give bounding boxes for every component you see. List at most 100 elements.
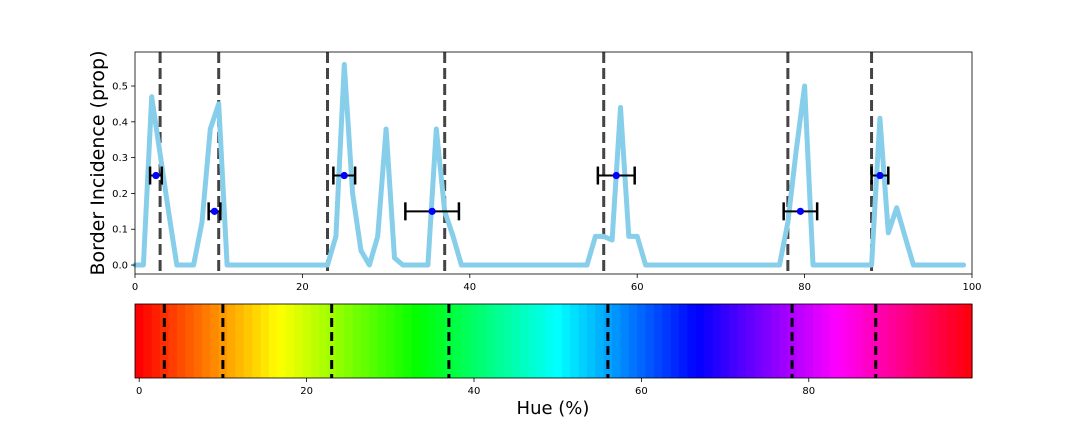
hue-cell-64 — [670, 304, 680, 378]
hue-cell-52 — [570, 304, 580, 378]
errorbar-marker-6 — [876, 171, 884, 180]
y-tick-label-3: 0.3 — [112, 153, 128, 164]
hue-cell-20 — [302, 304, 312, 378]
errorbar-2 — [332, 166, 357, 185]
errorbar-group — [148, 166, 890, 221]
y-tick-label-2: 0.2 — [112, 189, 128, 200]
hue-x-tick-label-3: 60 — [635, 386, 648, 397]
errorbar-0 — [148, 166, 164, 185]
hue-cell-12 — [235, 304, 245, 378]
hue-cell-85 — [846, 304, 856, 378]
hue-cell-13 — [243, 304, 253, 378]
hue-cell-86 — [854, 304, 864, 378]
hue-cell-0 — [135, 304, 144, 378]
top-x-tick-label-0: 0 — [132, 282, 138, 293]
hue-cell-66 — [687, 304, 697, 378]
hue-cell-38 — [453, 304, 463, 378]
hue-cell-53 — [578, 304, 588, 378]
hue-cell-81 — [812, 304, 822, 378]
hue-cell-14 — [252, 304, 262, 378]
hue-cell-22 — [319, 304, 329, 378]
hue-cell-4 — [168, 304, 178, 378]
hue-cell-28 — [369, 304, 379, 378]
y-tick-label-1: 0.1 — [112, 225, 128, 236]
hue-cell-11 — [227, 304, 237, 378]
hue-cell-6 — [185, 304, 195, 378]
hue-cell-40 — [469, 304, 479, 378]
incidence-line-0 — [132, 62, 967, 268]
hue-cell-62 — [653, 304, 663, 378]
hue-cell-94 — [921, 304, 931, 378]
hue-cell-97 — [946, 304, 956, 378]
hue-cell-33 — [411, 304, 421, 378]
errorbar-4 — [596, 166, 636, 185]
hue-cell-63 — [662, 304, 672, 378]
hue-cell-72 — [737, 304, 747, 378]
top-x-tick-label-1: 20 — [296, 282, 309, 293]
hue-cell-79 — [796, 304, 806, 378]
hue-cell-44 — [503, 304, 513, 378]
hue-cell-96 — [938, 304, 948, 378]
hue-cell-17 — [277, 304, 287, 378]
hue-cell-16 — [268, 304, 278, 378]
errorbar-marker-1 — [210, 207, 219, 215]
hue-colorbar-chart: 0 20 40 60 80 Hue (%) — [134, 303, 973, 419]
hue-cell-21 — [310, 304, 320, 378]
hue-cell-31 — [394, 304, 404, 378]
hue-cell-26 — [352, 304, 362, 378]
hue-cell-73 — [746, 304, 755, 378]
top-x-tick-label-2: 40 — [463, 282, 476, 293]
hue-cell-39 — [461, 304, 471, 378]
hue-cell-55 — [595, 304, 605, 378]
hue-cell-92 — [905, 304, 915, 378]
hue-cell-9 — [210, 304, 220, 378]
bottom-x-ticks: 0 20 40 60 80 — [136, 378, 815, 397]
hue-cell-2 — [151, 304, 161, 378]
y-tick-label-5: 0.5 — [112, 82, 128, 93]
top-plot-background — [135, 52, 972, 274]
hue-x-tick-label-2: 40 — [468, 386, 481, 397]
hue-cell-58 — [620, 304, 630, 378]
hue-cell-95 — [930, 304, 940, 378]
x-axis-title: Hue (%) — [517, 398, 590, 419]
top-x-tick-label-5: 100 — [962, 282, 981, 293]
top-x-ticks: 0 20 40 60 80 100 — [132, 274, 982, 293]
hue-cell-46 — [520, 304, 529, 378]
hue-cell-30 — [386, 304, 396, 378]
hue-cell-82 — [821, 304, 831, 378]
hue-cell-35 — [427, 304, 437, 378]
hue-cell-19 — [294, 304, 303, 378]
top-plot-frame — [134, 51, 973, 275]
hue-cell-69 — [712, 304, 722, 378]
errorbar-marker-3 — [428, 207, 436, 215]
hue-cell-93 — [913, 304, 923, 378]
hue-x-tick-label-1: 20 — [300, 386, 313, 397]
errorbar-marker-2 — [340, 171, 348, 180]
hue-cell-41 — [478, 304, 488, 378]
hue-cell-18 — [285, 304, 295, 378]
top-y-ticks: 0.0 0.1 0.2 0.3 0.4 0.5 — [112, 82, 135, 272]
hue-cell-34 — [419, 304, 429, 378]
errorbar-5 — [782, 202, 819, 221]
y-tick-label-4: 0.4 — [112, 117, 128, 128]
hue-x-tick-label-0: 0 — [136, 386, 142, 397]
hue-cell-1 — [143, 304, 153, 378]
hue-cell-36 — [436, 304, 446, 378]
hue-cell-48 — [536, 304, 546, 378]
errorbar-marker-0 — [152, 171, 160, 180]
errorbar-1 — [207, 202, 222, 221]
hue-cell-47 — [528, 304, 538, 378]
hue-cell-7 — [193, 304, 203, 378]
top-x-tick-label-3: 60 — [631, 282, 644, 293]
hue-cell-32 — [402, 304, 412, 378]
hue-cell-8 — [201, 304, 211, 378]
hue-cell-75 — [762, 304, 772, 378]
hue-cell-50 — [553, 304, 563, 378]
hue-cell-27 — [360, 304, 370, 378]
y-axis-title: Border Incidence (prop) — [87, 50, 109, 275]
hue-cell-5 — [176, 304, 186, 378]
hue-cell-54 — [586, 304, 596, 378]
hue-cell-76 — [771, 304, 781, 378]
top-x-tick-label-4: 80 — [798, 282, 811, 293]
